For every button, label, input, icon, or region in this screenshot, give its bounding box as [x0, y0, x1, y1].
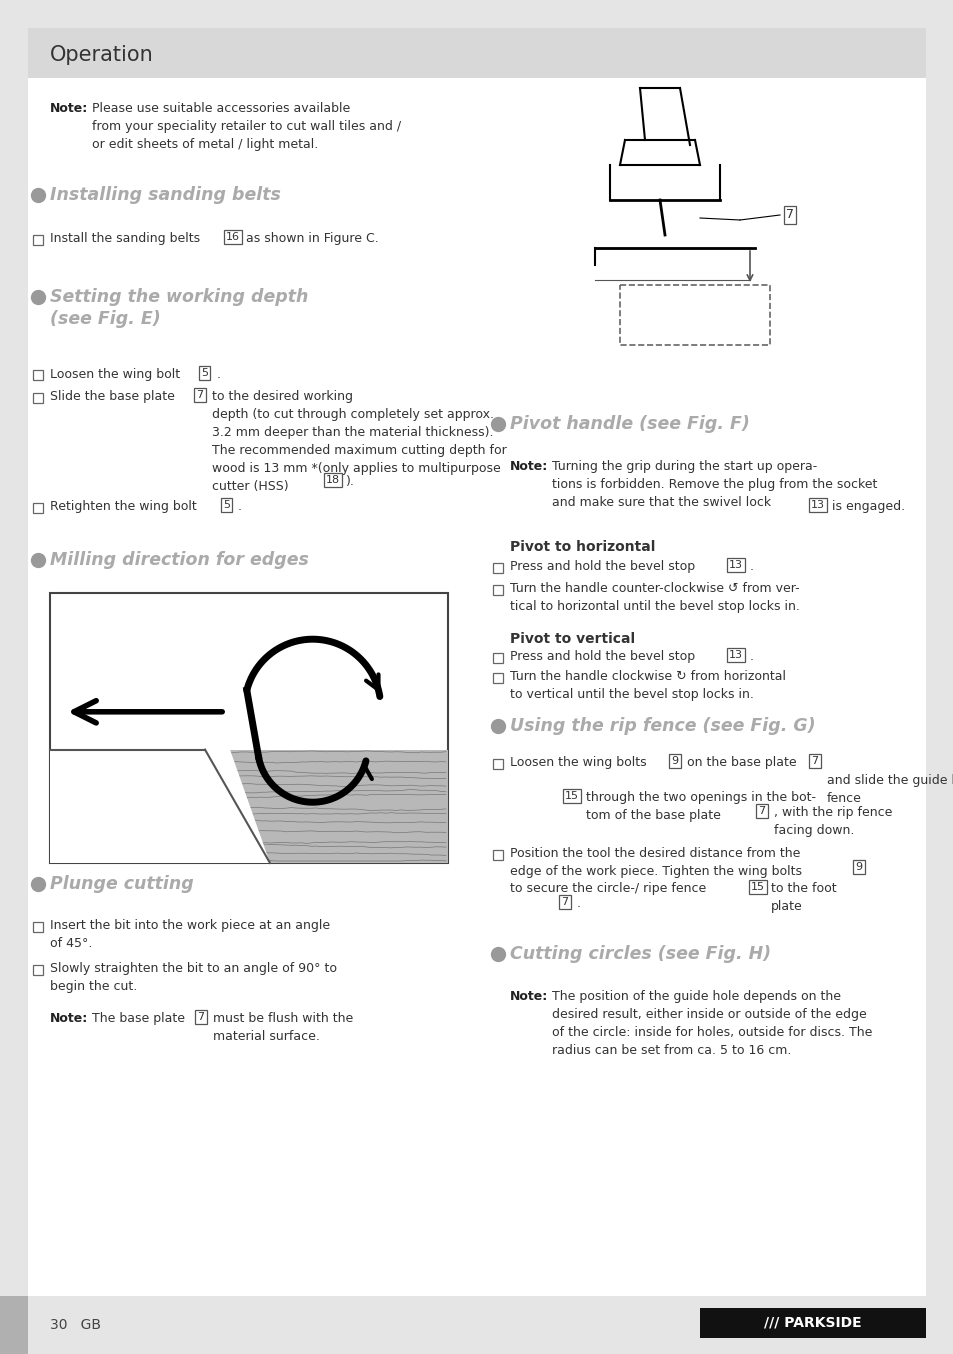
Text: 7: 7 [758, 806, 764, 816]
Text: Please use suitable accessories available
from your speciality retailer to cut w: Please use suitable accessories availabl… [91, 102, 400, 152]
Text: 5: 5 [223, 500, 231, 510]
Text: Note:: Note: [50, 102, 89, 115]
Text: .: . [237, 500, 242, 513]
Text: Press and hold the bevel stop: Press and hold the bevel stop [510, 561, 695, 573]
Text: Pivot handle (see Fig. F): Pivot handle (see Fig. F) [510, 414, 749, 433]
Bar [493, 673, 502, 682]
Text: Position the tool the desired distance from the
edge of the work piece. Tighten : Position the tool the desired distance f… [510, 848, 801, 877]
Text: Insert the bit into the work piece at an angle
of 45°.: Insert the bit into the work piece at an… [50, 919, 330, 951]
Text: and slide the guide bar for the circle-/ rip
fence: and slide the guide bar for the circle-/… [826, 756, 953, 806]
Text: 9: 9 [671, 756, 678, 766]
Text: .: . [749, 650, 753, 663]
Text: Pivot to vertical: Pivot to vertical [510, 632, 635, 646]
Bar [28, 28, 925, 79]
Text: 7: 7 [196, 390, 203, 399]
Text: 5: 5 [201, 368, 209, 378]
Bar [33, 965, 43, 975]
Bar [619, 284, 769, 345]
Text: 13: 13 [810, 500, 824, 510]
Polygon shape [50, 750, 270, 862]
Bar [33, 922, 43, 932]
Text: Slowly straighten the bit to an angle of 90° to
begin the cut.: Slowly straighten the bit to an angle of… [50, 961, 336, 992]
Text: 16: 16 [226, 232, 240, 242]
Text: .: . [577, 896, 580, 910]
Text: Loosen the wing bolts: Loosen the wing bolts [510, 756, 646, 769]
Text: to the foot
plate: to the foot plate [770, 881, 836, 913]
Text: , with the rip fence
facing down.: , with the rip fence facing down. [773, 806, 891, 837]
Text: 15: 15 [564, 791, 578, 802]
Text: 7: 7 [811, 756, 818, 766]
Bar [33, 393, 43, 403]
Text: .: . [216, 368, 221, 380]
Bar [493, 653, 502, 663]
Text: 18: 18 [326, 475, 339, 485]
Text: 7: 7 [197, 1011, 204, 1022]
Text: must be flush with the
material surface.: must be flush with the material surface. [213, 1011, 353, 1043]
Text: The position of the guide hole depends on the
desired result, either inside or o: The position of the guide hole depends o… [552, 990, 871, 1057]
Text: Using the rip fence (see Fig. G): Using the rip fence (see Fig. G) [510, 718, 815, 735]
Text: as shown in Figure C.: as shown in Figure C. [246, 232, 378, 245]
Bar [0, 1296, 28, 1354]
Text: Milling direction for edges: Milling direction for edges [50, 551, 309, 569]
Text: Press and hold the bevel stop: Press and hold the bevel stop [510, 650, 695, 663]
Text: on the base plate: on the base plate [686, 756, 796, 769]
Text: .: . [749, 561, 753, 573]
Text: ).: ). [346, 475, 355, 487]
Text: through the two openings in the bot-
tom of the base plate: through the two openings in the bot- tom… [585, 791, 815, 822]
Bar [493, 585, 502, 594]
Text: The base plate: The base plate [91, 1011, 185, 1025]
Bar [700, 1308, 925, 1338]
Text: Note:: Note: [50, 1011, 89, 1025]
Bar [50, 750, 448, 862]
Text: Turning the grip during the start up opera-
tions is forbidden. Remove the plug : Turning the grip during the start up ope… [552, 460, 877, 509]
Text: Turn the handle clockwise ↻ from horizontal
to vertical until the bevel stop loc: Turn the handle clockwise ↻ from horizon… [510, 670, 785, 701]
Text: 13: 13 [728, 650, 742, 659]
Bar [50, 593, 448, 862]
Bar [493, 563, 502, 573]
Text: 15: 15 [750, 881, 764, 892]
Text: Slide the base plate: Slide the base plate [50, 390, 174, 403]
Text: to secure the circle-/ ripe fence: to secure the circle-/ ripe fence [510, 881, 705, 895]
Text: Plunge cutting: Plunge cutting [50, 875, 193, 894]
Text: 13: 13 [728, 561, 742, 570]
Text: /// PARKSIDE: /// PARKSIDE [763, 1316, 861, 1330]
Text: Setting the working depth
(see Fig. E): Setting the working depth (see Fig. E) [50, 288, 308, 328]
Text: 7: 7 [785, 209, 793, 222]
Bar [493, 760, 502, 769]
Text: to the desired working
depth (to cut through completely set approx.
3.2 mm deepe: to the desired working depth (to cut thr… [212, 390, 506, 493]
Bar [33, 370, 43, 380]
Text: is engaged.: is engaged. [831, 500, 904, 513]
Text: Installing sanding belts: Installing sanding belts [50, 185, 280, 204]
Text: Note:: Note: [510, 460, 548, 473]
Text: 30   GB: 30 GB [50, 1317, 101, 1332]
Text: Cutting circles (see Fig. H): Cutting circles (see Fig. H) [510, 945, 770, 963]
Text: Operation: Operation [50, 45, 153, 65]
Text: Retighten the wing bolt: Retighten the wing bolt [50, 500, 196, 513]
Bar [33, 502, 43, 513]
Text: Loosen the wing bolt: Loosen the wing bolt [50, 368, 180, 380]
Text: Turn the handle counter-clockwise ↺ from ver-
tical to horizontal until the beve: Turn the handle counter-clockwise ↺ from… [510, 582, 799, 613]
Bar [33, 236, 43, 245]
Text: 7: 7 [561, 896, 568, 907]
Bar [493, 850, 502, 860]
Text: 9: 9 [855, 862, 862, 872]
Text: Note:: Note: [510, 990, 548, 1003]
Text: Install the sanding belts: Install the sanding belts [50, 232, 200, 245]
Text: Pivot to horizontal: Pivot to horizontal [510, 540, 655, 554]
